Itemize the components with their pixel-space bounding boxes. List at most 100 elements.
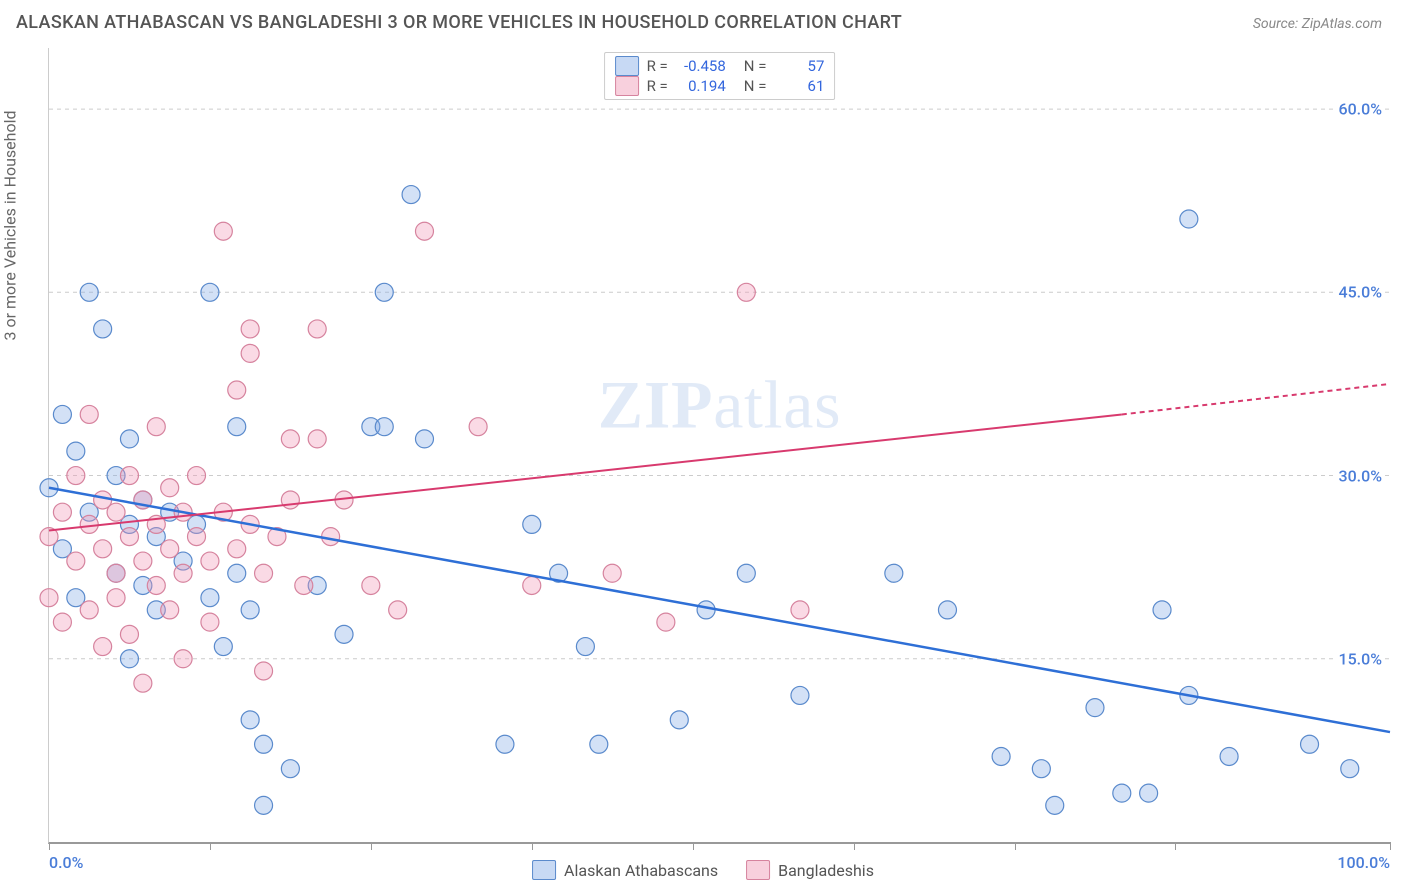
scatter-point: [657, 613, 675, 631]
scatter-point: [241, 320, 259, 338]
scatter-point: [255, 735, 273, 753]
legend-swatch: [532, 860, 556, 880]
scatter-point: [134, 674, 152, 692]
x-tick-mark: [1175, 842, 1176, 850]
scatter-point: [174, 564, 192, 582]
scatter-point: [281, 430, 299, 448]
scatter-point: [188, 467, 206, 485]
scatter-point: [523, 576, 541, 594]
scatter-point: [590, 735, 608, 753]
scatter-point: [147, 418, 165, 436]
scatter-point: [496, 735, 514, 753]
scatter-point: [94, 320, 112, 338]
scatter-point: [791, 686, 809, 704]
scatter-point: [214, 638, 232, 656]
scatter-point: [53, 405, 71, 423]
scatter-point: [469, 418, 487, 436]
correlation-legend: R = -0.458 N = 57 R = 0.194 N = 61: [604, 52, 836, 100]
legend-r-label: R =: [647, 77, 668, 95]
scatter-point: [375, 283, 393, 301]
scatter-point: [67, 442, 85, 460]
scatter-point: [161, 479, 179, 497]
scatter-point: [415, 430, 433, 448]
regression-line: [1122, 384, 1390, 415]
scatter-point: [281, 760, 299, 778]
legend-n-label: N =: [744, 77, 767, 95]
scatter-point: [255, 796, 273, 814]
legend-r-value: -0.458: [676, 57, 726, 75]
scatter-point: [255, 662, 273, 680]
x-tick-mark: [371, 842, 372, 850]
legend-series-label: Bangladeshis: [778, 861, 874, 880]
scatter-point: [415, 222, 433, 240]
scatter-point: [1180, 210, 1198, 228]
scatter-point: [335, 625, 353, 643]
scatter-point: [1113, 784, 1131, 802]
scatter-point: [228, 381, 246, 399]
scatter-point: [308, 430, 326, 448]
x-tick-mark: [854, 842, 855, 850]
legend-n-label: N =: [744, 57, 767, 75]
scatter-point: [120, 467, 138, 485]
x-tick-mark: [210, 842, 211, 850]
scatter-point: [791, 601, 809, 619]
series-legend: Alaskan Athabascans Bangladeshis: [532, 860, 874, 880]
scatter-point: [188, 528, 206, 546]
scatter-point: [255, 564, 273, 582]
y-tick-label: 15.0%: [1336, 649, 1384, 668]
scatter-point: [375, 418, 393, 436]
scatter-point: [670, 711, 688, 729]
scatter-point: [67, 467, 85, 485]
scatter-point: [737, 283, 755, 301]
scatter-point: [241, 711, 259, 729]
x-tick-mark: [1390, 842, 1391, 850]
scatter-point: [161, 601, 179, 619]
x-tick-mark: [1015, 842, 1016, 850]
legend-top-row: R = -0.458 N = 57: [615, 56, 825, 76]
scatter-point: [53, 613, 71, 631]
scatter-point: [1140, 784, 1158, 802]
legend-series-label: Alaskan Athabascans: [564, 861, 718, 880]
scatter-point: [120, 430, 138, 448]
scatter-point: [281, 491, 299, 509]
scatter-point: [228, 564, 246, 582]
scatter-point: [134, 552, 152, 570]
scatter-point: [992, 747, 1010, 765]
scatter-point: [1301, 735, 1319, 753]
scatter-point: [1046, 796, 1064, 814]
legend-swatch: [615, 76, 639, 96]
scatter-point: [120, 528, 138, 546]
y-tick-label: 60.0%: [1336, 100, 1384, 119]
scatter-point: [80, 601, 98, 619]
scatter-point: [362, 576, 380, 594]
x-tick-mark: [532, 842, 533, 850]
scatter-point: [241, 601, 259, 619]
scatter-point: [308, 320, 326, 338]
scatter-svg: [49, 48, 1390, 842]
scatter-point: [576, 638, 594, 656]
scatter-point: [94, 638, 112, 656]
scatter-point: [1153, 601, 1171, 619]
scatter-point: [80, 405, 98, 423]
scatter-point: [67, 552, 85, 570]
chart-title: ALASKAN ATHABASCAN VS BANGLADESHI 3 OR M…: [16, 12, 902, 33]
scatter-point: [147, 576, 165, 594]
scatter-point: [228, 418, 246, 436]
legend-swatch: [615, 56, 639, 76]
scatter-point: [201, 283, 219, 301]
scatter-point: [402, 186, 420, 204]
plot-area: ZIPatlas R =-0.458N =57R =0.194N =61 15.…: [48, 48, 1390, 844]
scatter-point: [295, 576, 313, 594]
x-tick-label: 100.0%: [1337, 853, 1390, 872]
scatter-point: [603, 564, 621, 582]
legend-n-value: 61: [774, 77, 824, 95]
scatter-point: [120, 625, 138, 643]
legend-n-value: 57: [774, 57, 824, 75]
scatter-point: [107, 503, 125, 521]
legend-r-label: R =: [647, 57, 668, 75]
scatter-point: [1341, 760, 1359, 778]
scatter-point: [80, 515, 98, 533]
source-attribution: Source: ZipAtlas.com: [1253, 16, 1382, 32]
scatter-point: [80, 283, 98, 301]
legend-r-value: 0.194: [676, 77, 726, 95]
